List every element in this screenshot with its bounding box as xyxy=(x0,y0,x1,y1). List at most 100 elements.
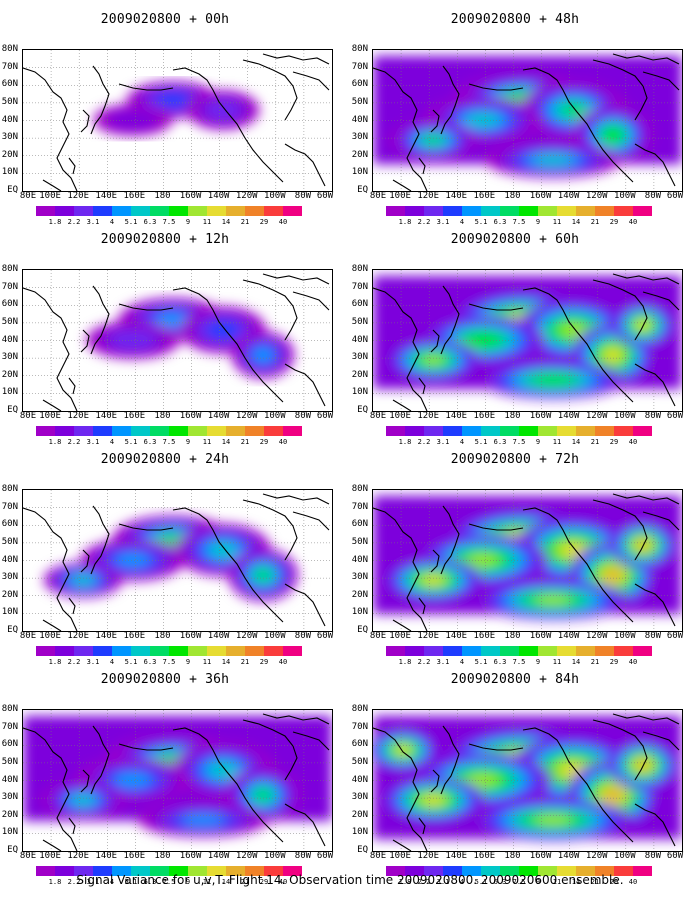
longitude-tick-label: 120W xyxy=(235,631,258,641)
coastlines xyxy=(373,273,680,411)
longitude-tick-label: 140E xyxy=(445,411,468,421)
colorbar-swatch xyxy=(245,646,264,656)
map-gridlines xyxy=(23,50,332,191)
colorbar xyxy=(36,206,302,216)
longitude-tick-label: 80E xyxy=(369,631,387,641)
colorbar-label: 2.2 xyxy=(417,658,431,666)
field-map xyxy=(372,49,683,192)
colorbar-swatch xyxy=(500,426,519,436)
field-contour xyxy=(604,128,622,142)
variance-field xyxy=(86,298,295,379)
latitude-tick-label: 80N xyxy=(1,264,18,274)
colorbar-label: 6.3 xyxy=(493,658,507,666)
field-contour xyxy=(423,575,443,585)
colorbar-label: 29 xyxy=(259,438,269,446)
colorbar-swatch xyxy=(424,426,443,436)
field-contour xyxy=(604,348,622,362)
field-contour xyxy=(205,320,241,340)
longitude-tick-label: 80E xyxy=(369,191,387,201)
field-map xyxy=(372,709,683,852)
latitude-tick-label: 60N xyxy=(1,739,18,750)
colorbar-label: 7.5 xyxy=(512,218,526,226)
colorbar-label: 2.2 xyxy=(417,878,431,886)
latitude-tick-label: 10N xyxy=(351,607,368,618)
longitude-tick-label: 60W xyxy=(666,191,684,201)
longitude-tick-label: 80W xyxy=(644,851,662,861)
colorbar-swatch xyxy=(74,426,93,436)
colorbar-swatch xyxy=(245,866,264,876)
colorbar-label: 6.3 xyxy=(143,878,157,886)
latitude-tick-label: EQ xyxy=(357,625,368,635)
colorbar-swatch xyxy=(93,646,112,656)
longitude-tick-label: 120W xyxy=(235,191,258,201)
colorbar-swatch xyxy=(283,206,302,216)
longitude-tick-label: 160E xyxy=(123,631,146,641)
colorbar-swatch xyxy=(405,206,424,216)
map-canvas xyxy=(373,50,682,191)
colorbar-swatch xyxy=(576,866,595,876)
colorbar xyxy=(36,426,302,436)
latitude-tick-label: 40N xyxy=(1,114,18,125)
colorbar-label: 4 xyxy=(459,218,465,226)
map-panel: 2009020800 + 60h 80N 70N 60N 50N 40N 30N 20N 10N… xyxy=(350,228,683,453)
longitude-tick-label: 160W xyxy=(179,191,202,201)
latitude-tick-label: 40N xyxy=(1,774,18,785)
latitude-tick-label: 20N xyxy=(351,809,368,820)
latitude-tick-label: 20N xyxy=(1,369,18,380)
latitude-tick-label: 60N xyxy=(351,739,368,750)
variance-field xyxy=(373,496,682,620)
latitude-tick-label: 20N xyxy=(351,369,368,380)
colorbar-label: 3.1 xyxy=(436,218,450,226)
colorbar-swatch xyxy=(55,866,74,876)
latitude-tick-label: 20N xyxy=(351,149,368,160)
colorbar-swatch xyxy=(131,426,150,436)
colorbar-swatch xyxy=(112,426,131,436)
colorbar-label: 1.8 xyxy=(48,218,62,226)
latitude-tick-label: 60N xyxy=(351,79,368,90)
colorbar-swatch xyxy=(188,426,207,436)
map-panel: 2009020800 + 00h 80N 70N 60N 50N 40N 30N 20N 10N… xyxy=(0,8,333,233)
colorbar-label: 29 xyxy=(259,218,269,226)
latitude-tick-label: EQ xyxy=(357,845,368,855)
colorbar-swatch xyxy=(405,426,424,436)
latitude-tick-label: 70N xyxy=(1,281,18,292)
colorbar-label: 11 xyxy=(552,218,562,226)
latitude-tick-label: EQ xyxy=(357,185,368,195)
colorbar-label: 1.8 xyxy=(398,218,412,226)
colorbar-label: 4 xyxy=(109,878,115,886)
longitude-tick-label: 80E xyxy=(369,851,387,861)
panel-title: 2009020800 + 24h xyxy=(100,452,230,467)
colorbar-label: 40 xyxy=(278,878,288,886)
colorbar-label: 6.3 xyxy=(143,218,157,226)
colorbar-label: 2.2 xyxy=(67,878,81,886)
latitude-tick-label: 20N xyxy=(1,809,18,820)
colorbar-swatch xyxy=(424,646,443,656)
colorbar-label: 40 xyxy=(628,658,638,666)
longitude-tick-label: 100E xyxy=(389,411,411,421)
colorbar-label: 40 xyxy=(278,218,288,226)
colorbar-label: 1.8 xyxy=(398,878,412,886)
colorbar-label: 29 xyxy=(609,218,619,226)
longitude-tick-label: 140E xyxy=(95,631,118,641)
latitude-tick-label: 60N xyxy=(1,519,18,530)
colorbar-label: 4 xyxy=(109,218,115,226)
colorbar xyxy=(386,206,652,216)
latitude-tick-label: 70N xyxy=(351,61,368,72)
latitude-tick-label: 50N xyxy=(351,756,368,767)
colorbar-swatch xyxy=(226,426,245,436)
colorbar-label: 40 xyxy=(628,438,638,446)
longitude-tick-label: 120E xyxy=(67,191,90,201)
panel-title: 2009020800 + 60h xyxy=(450,232,580,247)
field-contour xyxy=(560,323,586,337)
colorbar-label: 2.2 xyxy=(417,218,431,226)
longitude-tick-label: 140W xyxy=(207,411,230,421)
longitude-tick-label: 160W xyxy=(179,411,202,421)
colorbar-label: 29 xyxy=(259,658,269,666)
colorbar-label: 29 xyxy=(259,878,269,886)
colorbar-label: 9 xyxy=(185,878,191,886)
colorbar-swatch xyxy=(462,646,481,656)
longitude-tick-label: 100E xyxy=(389,631,411,641)
field-map xyxy=(372,489,683,632)
colorbar-swatch xyxy=(633,206,652,216)
longitude-tick-label: 140E xyxy=(445,851,468,861)
